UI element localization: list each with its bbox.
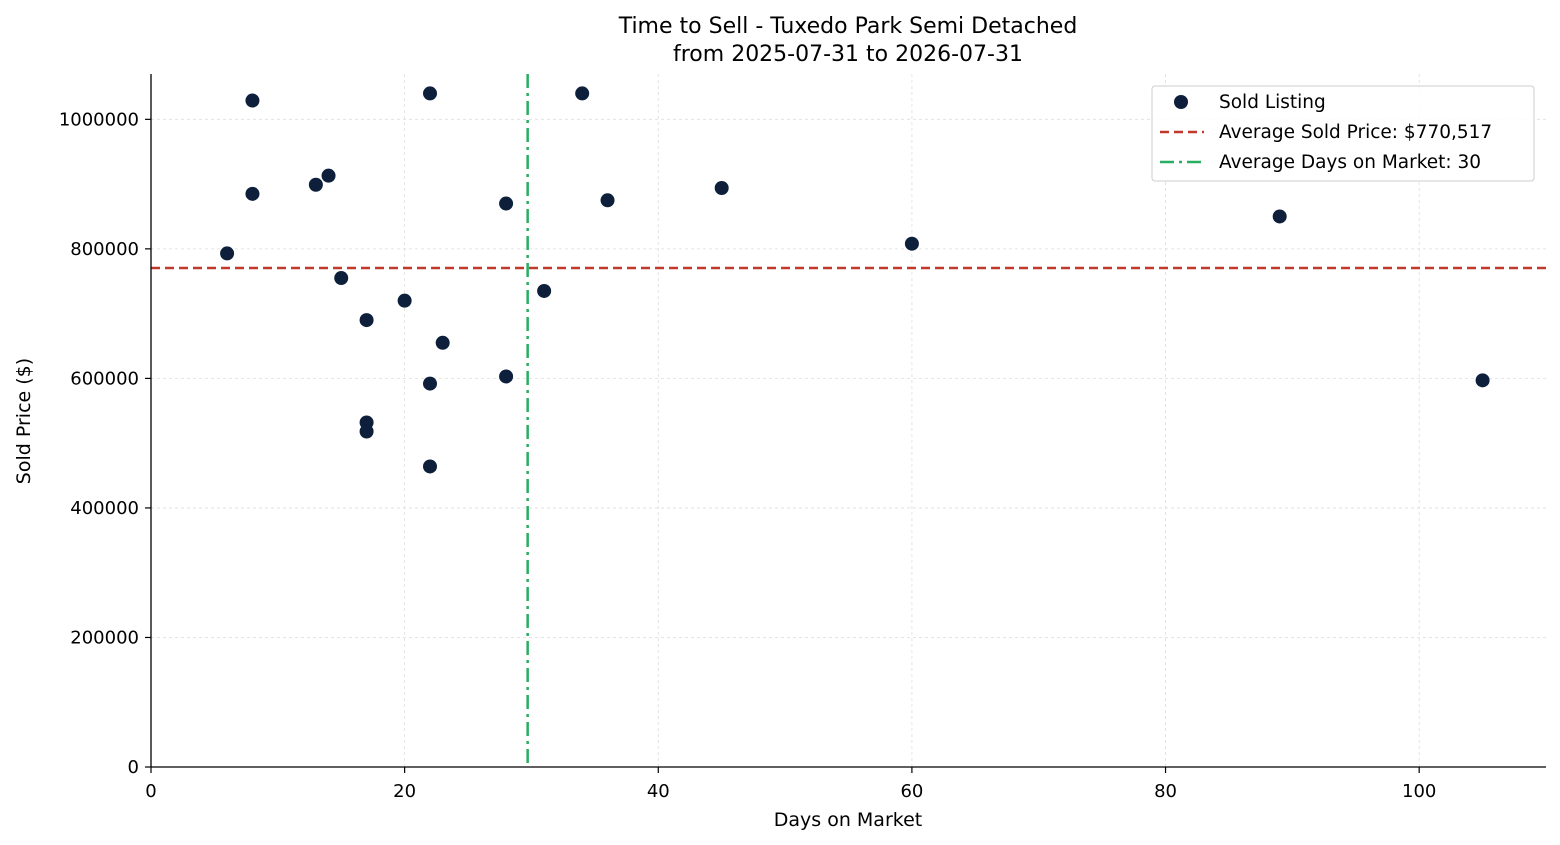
reference-lines — [151, 74, 1546, 767]
data-point — [359, 313, 374, 328]
data-point — [423, 376, 437, 391]
x-tick-label: 80 — [1154, 781, 1177, 802]
data-point — [423, 459, 437, 474]
x-axis-label: Days on Market — [774, 809, 922, 831]
x-tick-label: 40 — [647, 781, 670, 802]
data-point — [1475, 373, 1490, 388]
data-point — [537, 283, 552, 298]
data-point — [359, 424, 374, 439]
data-point — [321, 168, 336, 183]
data-points — [220, 86, 1490, 474]
y-tick-label: 600000 — [70, 368, 139, 389]
legend-label-1: Average Days on Market: 30 — [1219, 152, 1481, 173]
x-tick-label: 60 — [900, 781, 923, 802]
data-point — [334, 271, 349, 286]
legend: Sold Listing Average Sold Price: $770,517… — [1151, 85, 1535, 182]
x-tick-label: 100 — [1402, 781, 1436, 802]
y-tick-label: 0 — [128, 757, 139, 778]
chart-subtitle: from 2025-07-31 to 2026-07-31 — [673, 42, 1023, 67]
axes: 0 20 40 60 80 100 0 200000 400000 600000 800000 100… — [59, 74, 1546, 802]
y-tick-label: 200000 — [70, 627, 139, 648]
legend-label-sold: Sold Listing — [1219, 92, 1326, 113]
data-point — [499, 196, 514, 211]
legend-marker-sold — [1174, 95, 1188, 109]
data-point — [600, 193, 615, 208]
x-tick-label: 0 — [145, 781, 156, 802]
y-tick-label: 400000 — [70, 498, 139, 519]
legend-label-0: Average Sold Price: $770,517 — [1219, 122, 1492, 143]
legend-box — [1151, 85, 1535, 182]
data-point — [308, 177, 323, 192]
chart-title: Time to Sell - Tuxedo Park Semi Detached — [618, 14, 1078, 39]
data-point — [220, 246, 235, 261]
data-point — [435, 335, 450, 350]
data-point — [499, 369, 514, 384]
data-point — [397, 293, 412, 308]
data-point — [1272, 209, 1287, 224]
y-tick-label: 800000 — [70, 239, 139, 260]
data-point — [245, 186, 260, 201]
data-point — [245, 93, 260, 108]
y-tick-label: 1000000 — [59, 109, 139, 130]
x-tick-label: 20 — [393, 781, 416, 802]
y-axis-label: Sold Price ($) — [13, 358, 35, 484]
data-point — [423, 86, 437, 101]
data-point — [575, 86, 590, 101]
data-point — [714, 180, 729, 195]
data-point — [904, 236, 919, 251]
